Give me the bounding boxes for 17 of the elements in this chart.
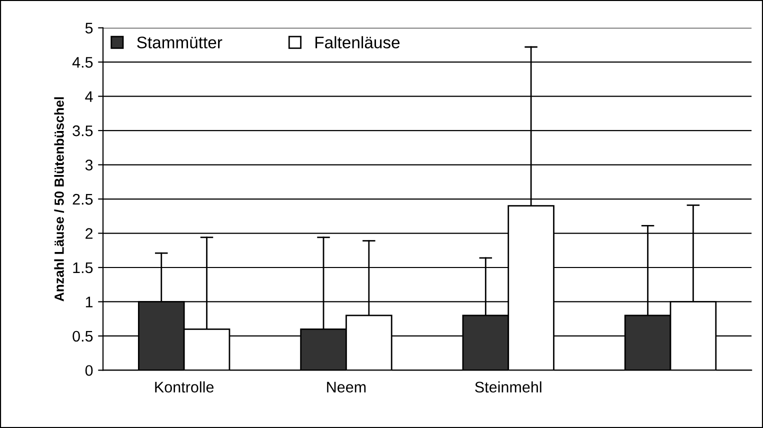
y-tick-label: 4.5 [72, 57, 93, 68]
y-tick-label: 4 [85, 91, 93, 102]
x-tick-label: Kontrolle [155, 381, 214, 393]
y-tick-label: 2.5 [72, 194, 93, 205]
y-tick-label: 2 [86, 228, 93, 239]
y-tick-label: 1.5 [73, 262, 93, 274]
x-tick-label: Neem [327, 382, 366, 393]
y-tick-label: 1 [86, 296, 93, 308]
y-tick-label: 3.5 [72, 125, 93, 136]
y-axis-title: Anzahl Läuse / 50 Blütenbüschel [54, 97, 64, 302]
y-tick-label: 0 [85, 365, 93, 376]
legend-label: Stammütter [137, 36, 222, 48]
y-tick-label: 3 [85, 160, 93, 170]
y-tick-label: 5 [85, 22, 93, 34]
x-tick-label: Steinmehl [475, 381, 542, 393]
legend-label: Faltenläuse [316, 36, 400, 48]
y-tick-label: 0.5 [72, 330, 93, 342]
